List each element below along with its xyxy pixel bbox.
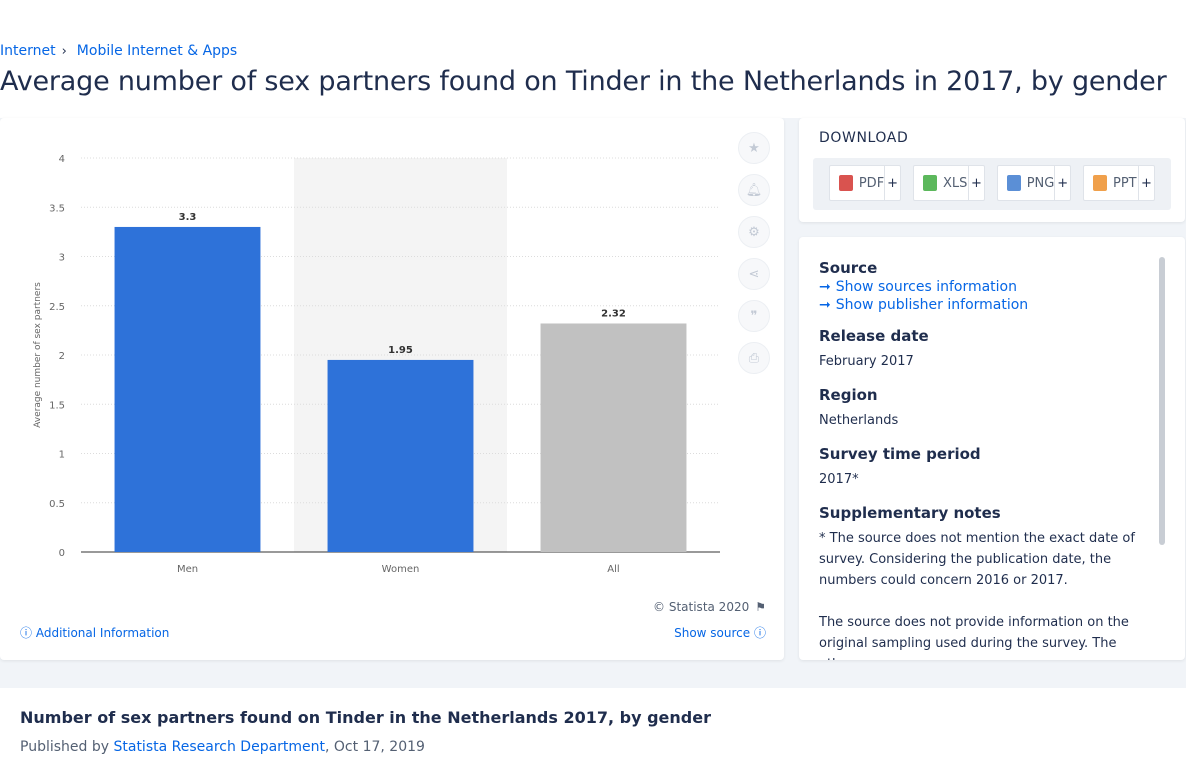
region-value: Netherlands — [819, 413, 899, 428]
scrollbar-thumb[interactable] — [1159, 257, 1165, 545]
ppt-file-icon — [1093, 175, 1107, 191]
pdf-file-icon — [839, 175, 853, 191]
print-icon: ⎙ — [748, 350, 760, 366]
y-tick-label: 4 — [59, 154, 65, 165]
settings-button[interactable]: ⚙ — [738, 216, 770, 248]
show-publisher-link[interactable]: ➞ Show publisher information — [819, 297, 1137, 313]
source-info-content: Source ➞ Show sources information ➞ Show… — [819, 259, 1137, 660]
source-heading: Source — [819, 259, 878, 277]
download-xls-button[interactable]: XLS + — [913, 165, 985, 201]
plus-icon: + — [884, 166, 900, 200]
print-button[interactable]: ⎙ — [738, 342, 770, 374]
y-tick-label: 3.5 — [49, 203, 65, 214]
png-file-icon — [1007, 175, 1021, 191]
data-label: 1.95 — [388, 345, 413, 356]
x-tick-label: All — [607, 564, 619, 575]
flag-icon[interactable]: ⚑ — [755, 600, 766, 614]
copyright-text: © Statista 2020 — [653, 600, 750, 614]
region-heading: Region — [819, 386, 878, 404]
release-date-value: February 2017 — [819, 354, 914, 369]
breadcrumb-separator: › — [61, 43, 67, 59]
supplementary-notes-heading: Supplementary notes — [819, 504, 1001, 522]
survey-period-value: 2017* — [819, 472, 859, 487]
y-tick-label: 2 — [59, 351, 65, 362]
release-date-heading: Release date — [819, 327, 929, 345]
published-date: , Oct 17, 2019 — [325, 739, 425, 755]
download-png-button[interactable]: PNG + — [997, 165, 1071, 201]
header-area — [0, 36, 1186, 118]
download-pdf-label: PDF — [858, 175, 885, 191]
favorite-button[interactable]: ★ — [738, 132, 770, 164]
source-info-card: Source ➞ Show sources information ➞ Show… — [799, 237, 1185, 660]
x-tick-label: Men — [177, 564, 198, 575]
star-icon: ★ — [748, 140, 760, 156]
bell-icon: 🔔︎ — [745, 182, 763, 198]
x-tick-label: Women — [382, 564, 420, 575]
notification-button[interactable]: 🔔︎ — [738, 174, 770, 206]
breadcrumb-item-mobile-internet[interactable]: Mobile Internet & Apps — [76, 43, 238, 59]
survey-period-heading: Survey time period — [819, 445, 981, 463]
y-tick-label: 0 — [59, 548, 65, 559]
download-ppt-button[interactable]: PPT + — [1083, 165, 1155, 201]
bar-women — [327, 359, 474, 552]
download-xls-label: XLS — [943, 175, 968, 191]
arrow-right-icon: ➞ — [819, 297, 831, 313]
y-tick-label: 1.5 — [49, 400, 65, 411]
arrow-right-icon: ➞ — [819, 279, 831, 295]
plus-icon: + — [1054, 166, 1070, 200]
download-pdf-button[interactable]: PDF + — [829, 165, 901, 201]
breadcrumb-item-internet[interactable]: Internet — [0, 43, 56, 59]
y-tick-label: 3 — [59, 253, 65, 264]
y-axis-label: Average number of sex partners — [33, 282, 43, 428]
share-button[interactable]: ⋖ — [738, 258, 770, 290]
page-title: Average number of sex partners found on … — [0, 66, 1167, 97]
plus-icon: + — [968, 166, 984, 200]
download-title: DOWNLOAD — [819, 130, 909, 146]
download-card: DOWNLOAD PDF + XLS + PNG + PPT + — [799, 118, 1185, 222]
supplementary-notes-text: * The source does not mention the exact … — [819, 531, 1135, 588]
additional-information-label: Additional Information — [35, 626, 170, 640]
cite-button[interactable]: ❞ — [738, 300, 770, 332]
info-circle-icon: ⓘ — [753, 626, 766, 640]
bar-all — [540, 323, 687, 552]
publisher-link[interactable]: Statista Research Department — [113, 739, 326, 755]
chart-card: 0 0.5 1 1.5 2 2.5 3 3.5 4 Average number of sex p… — [0, 118, 784, 660]
copyright: © Statista 2020 ⚑ — [653, 600, 766, 614]
download-buttons: PDF + XLS + PNG + PPT + — [813, 158, 1171, 210]
breadcrumb: Internet › Mobile Internet & Apps — [0, 43, 237, 59]
quote-icon: ❞ — [750, 308, 758, 324]
statistic-subtitle: Number of sex partners found on Tinder i… — [20, 708, 711, 727]
data-label: 2.32 — [601, 308, 626, 319]
bar-men — [114, 226, 261, 552]
plus-icon: + — [1138, 166, 1154, 200]
download-ppt-label: PPT — [1113, 175, 1137, 191]
bottom-area — [0, 688, 1186, 760]
data-label: 3.3 — [179, 212, 197, 223]
show-source-label: Show source — [674, 626, 751, 640]
y-tick-label: 2.5 — [49, 302, 65, 313]
bar-chart: 0 0.5 1 1.5 2 2.5 3 3.5 4 Average number of sex p… — [33, 154, 720, 575]
show-source-link[interactable]: Show source ⓘ — [674, 624, 766, 641]
published-prefix: Published by — [20, 739, 110, 755]
share-icon: ⋖ — [748, 266, 760, 282]
y-tick-label: 1 — [59, 450, 65, 461]
published-by: Published by Statista Research Departmen… — [20, 739, 425, 755]
show-publisher-label: Show publisher information — [835, 297, 1029, 313]
y-tick-label: 0.5 — [49, 499, 65, 510]
show-sources-link[interactable]: ➞ Show sources information — [819, 279, 1137, 295]
additional-information-link[interactable]: ⓘ Additional Information — [20, 624, 169, 641]
show-sources-label: Show sources information — [835, 279, 1017, 295]
gear-icon: ⚙ — [748, 224, 760, 240]
info-circle-icon: ⓘ — [20, 626, 33, 640]
supplementary-notes-text-2: The source does not provide information … — [819, 615, 1129, 660]
top-bar — [0, 0, 1186, 36]
xls-file-icon — [923, 175, 937, 191]
chart-tools: ★ 🔔︎ ⚙ ⋖ ❞ ⎙ — [738, 132, 770, 374]
download-png-label: PNG — [1026, 175, 1055, 191]
